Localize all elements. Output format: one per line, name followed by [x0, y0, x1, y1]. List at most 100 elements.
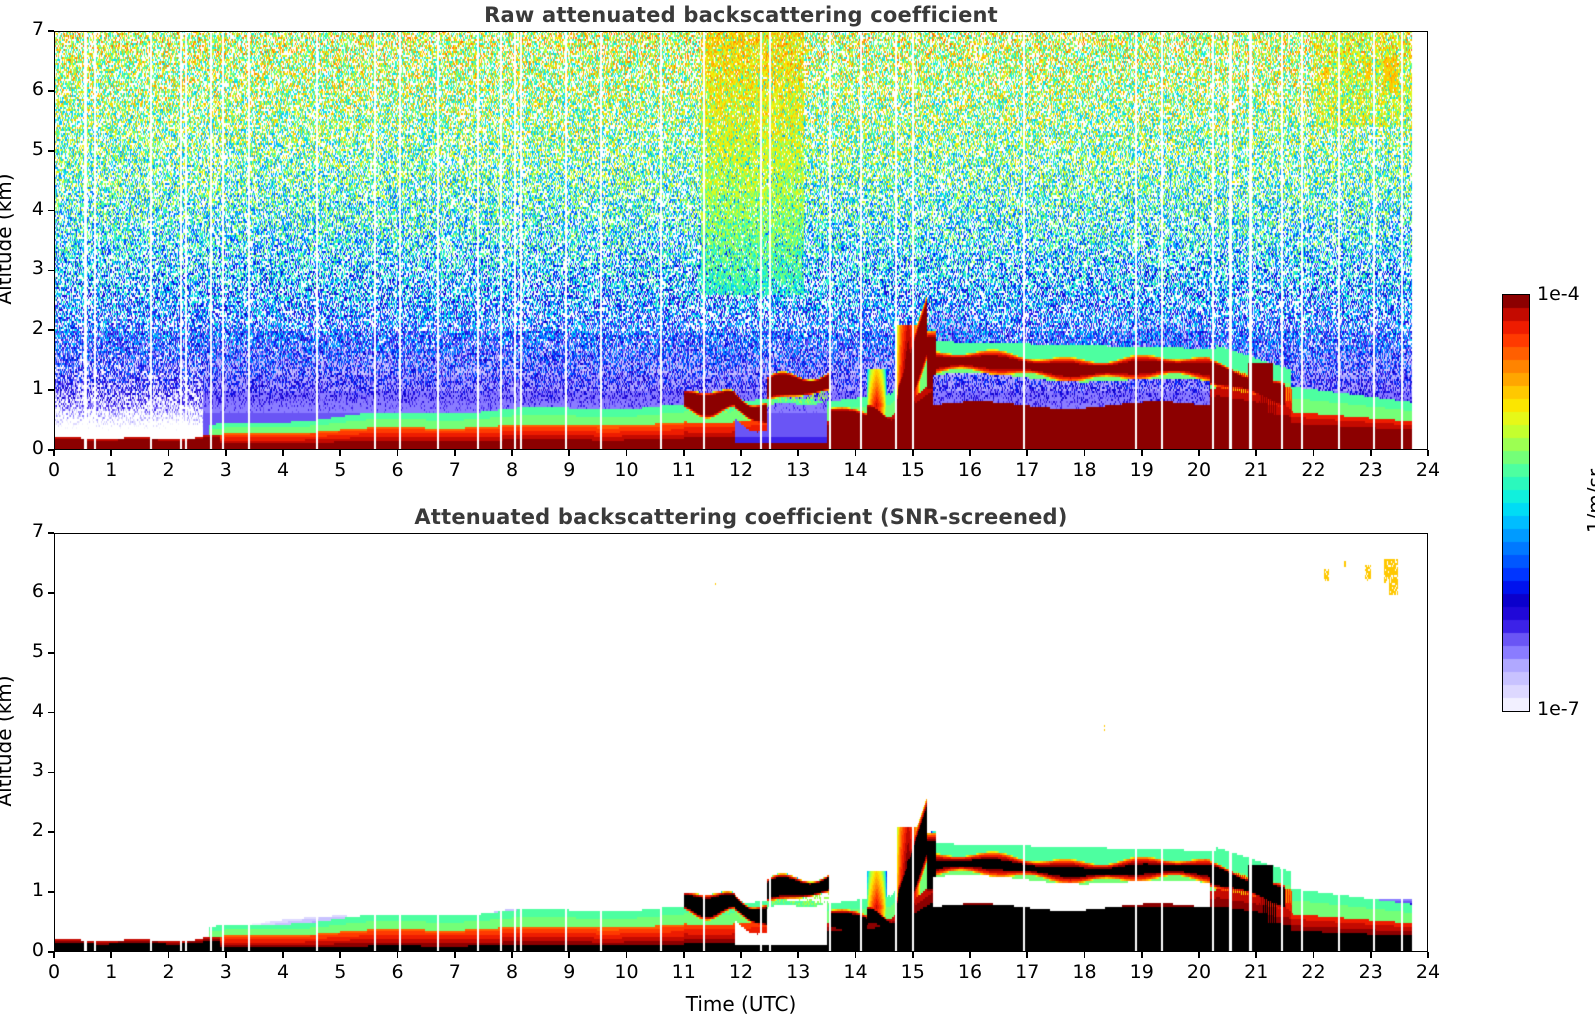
x-tick-mark [167, 450, 170, 456]
y-axis-title-screened: Altitude (km) [0, 674, 16, 807]
x-tick-mark [511, 952, 513, 958]
x-tick-mark [911, 952, 914, 958]
colorbar-min-label: 1e-7 [1537, 698, 1580, 720]
x-tick-label: 21 [1244, 459, 1269, 481]
x-tick-mark [1140, 450, 1143, 456]
x-tick-label: 8 [505, 961, 519, 983]
x-tick-label: 15 [900, 459, 925, 481]
x-tick-mark [167, 952, 170, 958]
panel-title-raw: Raw attenuated backscattering coefficien… [484, 3, 998, 27]
x-tick-mark [453, 952, 456, 958]
y-tick-label: 7 [31, 520, 44, 542]
y-tick-label: 0 [31, 939, 44, 961]
axes-frame-screened [54, 533, 1428, 952]
x-tick-mark [969, 952, 971, 958]
x-tick-label: 6 [391, 459, 404, 481]
x-tick-mark [911, 450, 914, 456]
x-tick-label: 9 [563, 961, 576, 983]
x-tick-mark [282, 450, 284, 456]
x-tick-mark [625, 952, 628, 958]
x-tick-mark [1369, 450, 1372, 456]
x-tick-label: 19 [1129, 459, 1154, 481]
y-tick-label: 5 [31, 137, 44, 160]
y-tick-mark [48, 209, 54, 212]
x-tick-mark [1427, 952, 1429, 958]
y-tick-mark [48, 449, 54, 451]
x-tick-label: 17 [1015, 459, 1040, 481]
x-tick-label: 5 [334, 961, 347, 983]
y-tick-label: 1 [31, 879, 44, 902]
x-tick-label: 11 [671, 961, 696, 983]
x-tick-mark [1083, 450, 1086, 456]
x-tick-label: 0 [47, 961, 61, 983]
x-tick-mark [1255, 952, 1258, 958]
x-tick-label: 11 [671, 459, 696, 481]
x-tick-label: 24 [1415, 459, 1441, 481]
x-tick-mark [625, 450, 628, 456]
x-tick-label: 16 [957, 459, 983, 481]
y-tick-mark [48, 891, 54, 894]
heatmap-screened [54, 533, 1428, 952]
colorbar-max-label: 1e-4 [1537, 283, 1580, 305]
x-tick-mark [740, 450, 742, 456]
x-tick-mark [1312, 952, 1315, 958]
colorbar-gradient [1503, 295, 1529, 711]
x-tick-label: 18 [1072, 961, 1097, 983]
x-tick-label: 7 [448, 459, 461, 481]
x-tick-mark [568, 450, 571, 456]
x-tick-mark [1198, 952, 1200, 958]
x-tick-label: 22 [1301, 961, 1326, 983]
x-tick-mark [682, 450, 685, 456]
y-tick-label: 1 [31, 377, 44, 400]
x-tick-label: 4 [276, 961, 290, 983]
x-tick-label: 17 [1015, 961, 1040, 983]
y-tick-mark [48, 30, 54, 32]
x-tick-label: 13 [786, 459, 811, 481]
y-tick-label: 6 [31, 579, 44, 602]
x-tick-mark [797, 450, 800, 456]
y-tick-mark [48, 951, 54, 953]
x-tick-label: 6 [391, 961, 404, 983]
y-tick-mark [48, 149, 54, 152]
y-tick-label: 5 [31, 639, 44, 662]
x-tick-mark [282, 952, 284, 958]
x-tick-mark [1312, 450, 1315, 456]
x-tick-label: 12 [728, 961, 754, 983]
x-tick-mark [1026, 450, 1029, 456]
x-tick-mark [1198, 450, 1200, 456]
y-tick-label: 6 [31, 77, 44, 100]
y-tick-mark [48, 591, 54, 594]
x-tick-label: 14 [843, 459, 868, 481]
x-tick-mark [339, 952, 342, 958]
x-tick-label: 8 [505, 459, 519, 481]
x-tick-label: 0 [47, 459, 61, 481]
x-tick-label: 24 [1415, 961, 1441, 983]
x-tick-mark [53, 450, 55, 456]
y-tick-label: 4 [31, 197, 44, 220]
x-tick-mark [396, 952, 399, 958]
x-tick-mark [339, 450, 342, 456]
x-tick-mark [1369, 952, 1372, 958]
x-tick-mark [854, 450, 857, 456]
x-tick-label: 1 [105, 961, 118, 983]
x-tick-label: 7 [448, 961, 461, 983]
y-tick-mark [48, 651, 54, 654]
x-axis-title: Time (UTC) [685, 992, 797, 1016]
x-tick-label: 13 [786, 961, 811, 983]
x-tick-label: 3 [219, 961, 232, 983]
x-tick-mark [568, 952, 571, 958]
heatmap-raw [54, 31, 1428, 450]
x-tick-label: 21 [1244, 961, 1269, 983]
y-tick-mark [48, 389, 54, 392]
x-tick-label: 18 [1072, 459, 1097, 481]
x-tick-mark [1083, 952, 1086, 958]
x-tick-label: 2 [162, 459, 175, 481]
x-tick-label: 15 [900, 961, 925, 983]
x-tick-mark [1140, 952, 1143, 958]
panel-title-screened: Attenuated backscattering coefficient (S… [414, 505, 1068, 529]
x-tick-mark [1255, 450, 1258, 456]
y-tick-mark [48, 532, 54, 534]
colorbar-title: 1/m/sr [1583, 468, 1595, 534]
y-tick-label: 3 [31, 759, 44, 782]
